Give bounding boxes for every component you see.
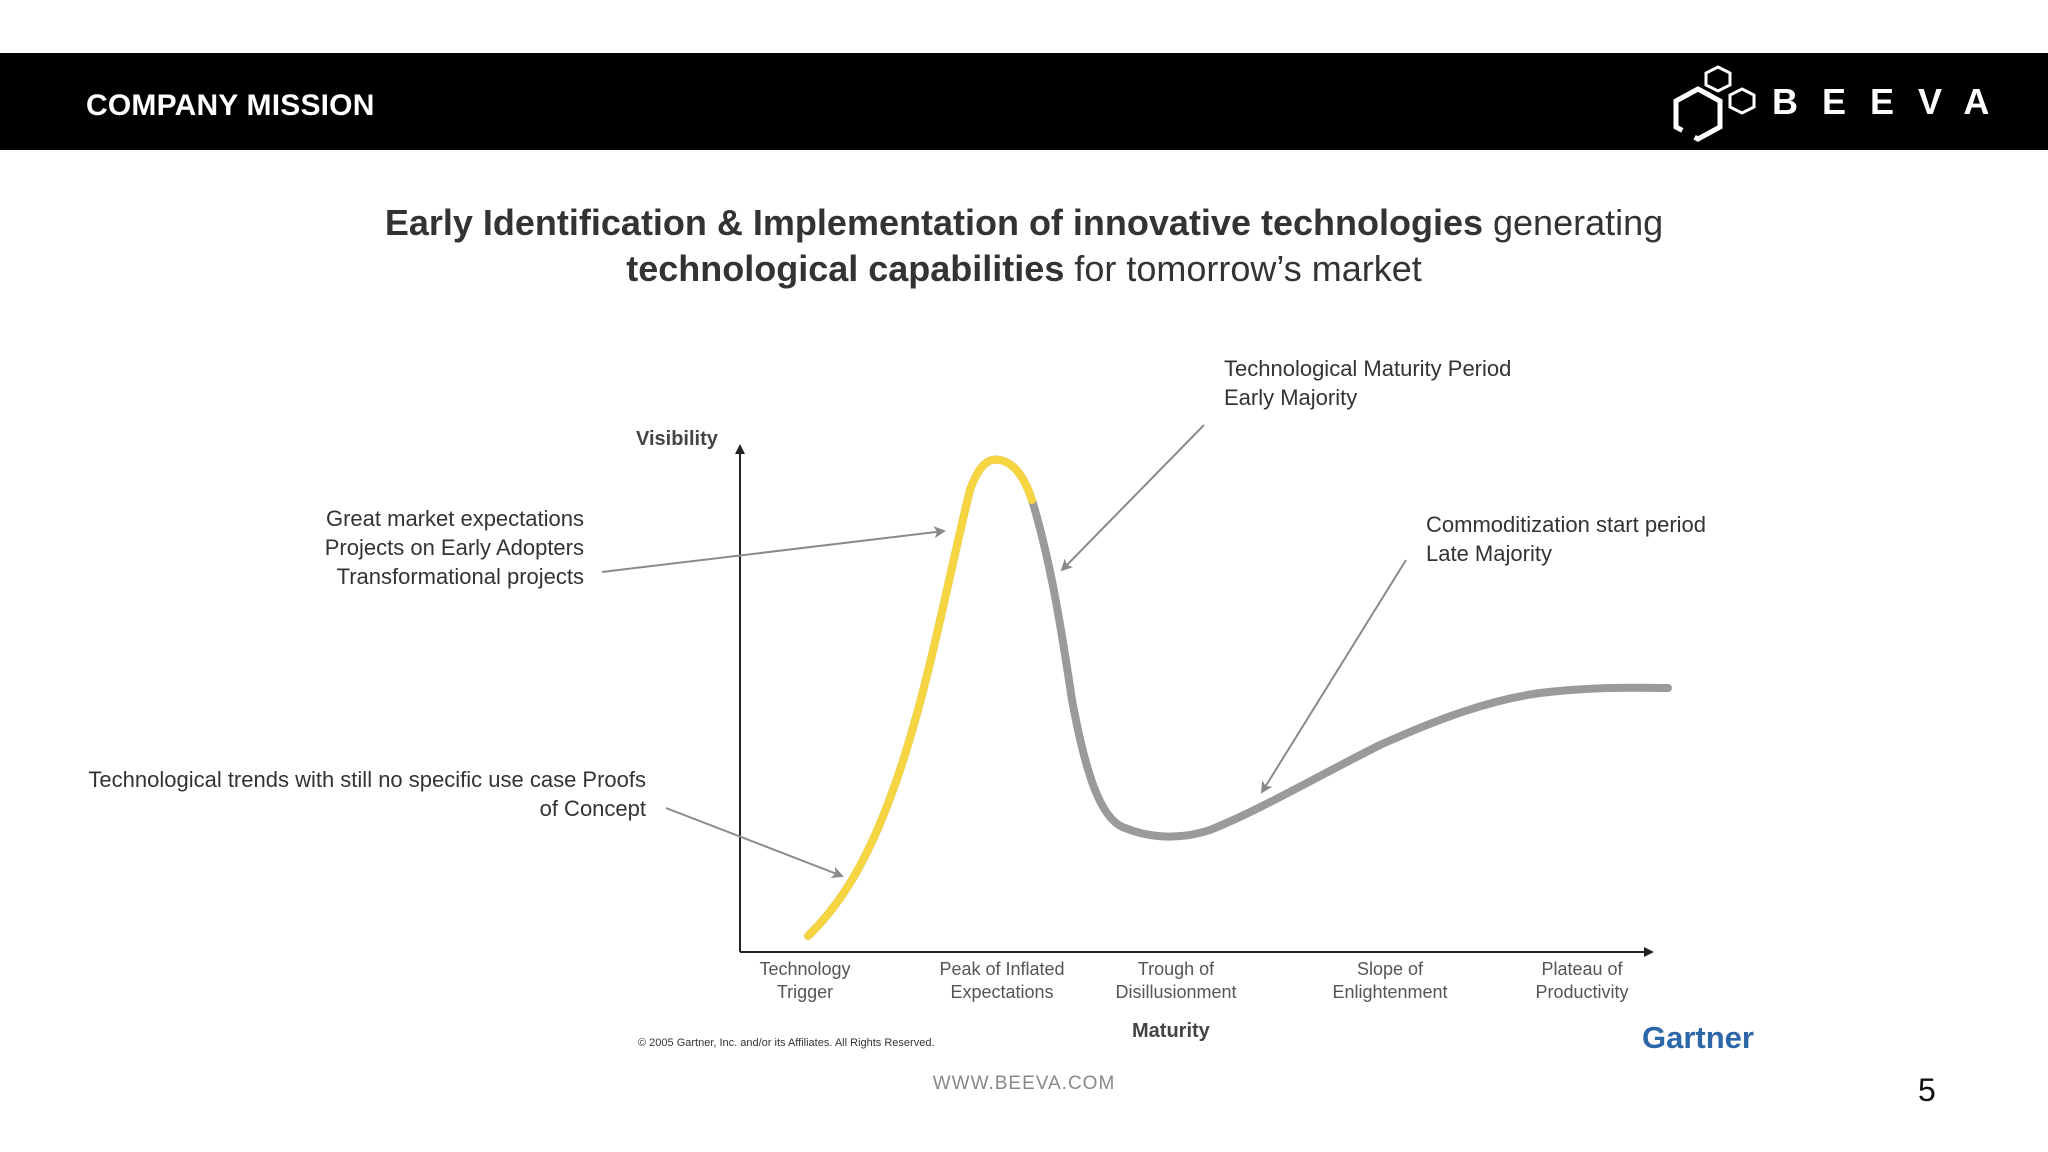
phase-label-line: Productivity xyxy=(1535,982,1629,1002)
annotation-line: Technological trends with still no speci… xyxy=(88,767,646,792)
annotation-commoditization: Commoditization start period Late Majori… xyxy=(1426,510,1706,568)
annotation-line: Early Majority xyxy=(1224,385,1358,410)
page-number: 5 xyxy=(1918,1072,1936,1108)
page-title: COMPANY MISSION xyxy=(86,89,375,122)
phase-label: Peak of Inflated Expectations xyxy=(922,958,1082,1004)
footer-url: WWW.BEEVA.COM xyxy=(932,1073,1116,1094)
annotation-maturity: Technological Maturity Period Early Majo… xyxy=(1224,354,1511,412)
phase-label-line: Expectations xyxy=(950,982,1054,1002)
annotation-line: Technological Maturity Period xyxy=(1224,356,1512,381)
phase-label-line: Enlightenment xyxy=(1332,982,1448,1002)
arrow-trends xyxy=(665,807,844,878)
arrow-expectations xyxy=(601,526,946,573)
x-axis-title: Maturity xyxy=(1132,1020,1210,1042)
annotation-line: Projects on Early Adopters xyxy=(324,535,584,560)
arrow-commoditization xyxy=(1260,559,1407,794)
phase-label: Technology Trigger xyxy=(740,958,870,1004)
header-bar: COMPANY MISSION BEEVA xyxy=(0,53,2048,150)
headline-bold-1: Early Identification & Implementation of… xyxy=(384,202,1484,243)
gartner-copyright: © 2005 Gartner, Inc. and/or its Affiliat… xyxy=(638,1037,935,1049)
arrow-maturity xyxy=(1060,424,1205,572)
y-axis-title: Visibility xyxy=(636,428,718,450)
annotation-line: Transformational projects xyxy=(336,564,584,589)
annotation-line: Late Majority xyxy=(1426,541,1552,566)
phase-label-line: Trigger xyxy=(776,982,834,1002)
phase-label-line: Peak of Inflated xyxy=(939,959,1065,979)
phase-label: Plateau of Productivity xyxy=(1512,958,1652,1004)
phase-label-line: Technology xyxy=(759,959,851,979)
annotation-line: Commoditization start period xyxy=(1426,512,1707,537)
phase-label-line: Trough of xyxy=(1137,959,1215,979)
phase-label-line: Slope of xyxy=(1356,959,1424,979)
phase-label-line: Plateau of xyxy=(1541,959,1623,979)
annotation-line: Great market expectations xyxy=(325,506,584,531)
headline-line-2: technological capabilities for tomorrow’… xyxy=(0,246,2048,292)
beeva-logo-icon xyxy=(1673,65,1756,142)
headline-normal-2: for tomorrow’s market xyxy=(1064,248,1422,289)
phase-label: Trough of Disillusionment xyxy=(1096,958,1256,1004)
annotation-trends: Technological trends with still no speci… xyxy=(20,765,646,823)
headline-line-1: Early Identification & Implementation of… xyxy=(0,200,2048,246)
annotation-expectations: Great market expectations Projects on Ea… xyxy=(200,504,584,591)
annotation-line: of Concept xyxy=(539,796,646,821)
headline-bold-2: technological capabilities xyxy=(626,248,1065,289)
logo-wordmark: BEEVA xyxy=(1772,81,2014,122)
hype-curve-highlight xyxy=(804,455,1036,940)
headline-normal-1: generating xyxy=(1483,202,1664,243)
phase-label: Slope of Enlightenment xyxy=(1310,958,1470,1004)
phase-label-line: Disillusionment xyxy=(1115,982,1237,1002)
mission-headline: Early Identification & Implementation of… xyxy=(0,200,2048,292)
gartner-logo: Gartner xyxy=(1642,1020,1754,1055)
